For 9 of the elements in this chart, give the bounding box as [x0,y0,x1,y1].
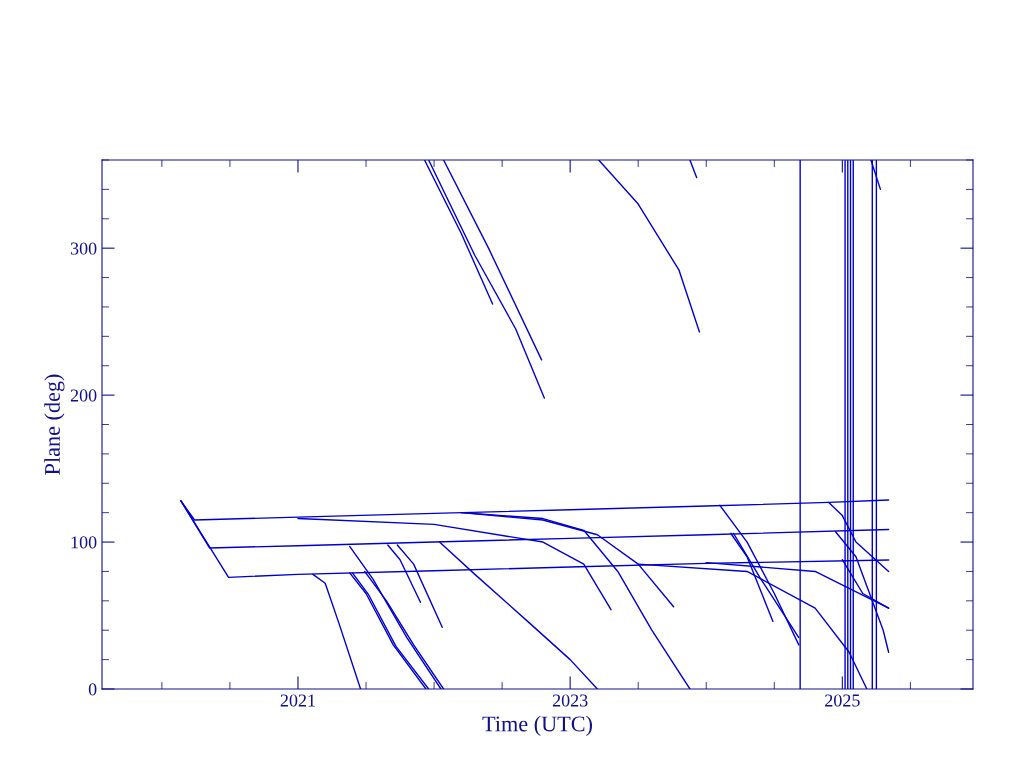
x-tick-label: 2023 [552,694,588,707]
y-tick-label: 100 [71,536,97,549]
y-axis-title: Plane (deg) [44,374,65,475]
y-tick-label: 300 [70,242,97,255]
x-axis-title: Time (UTC) [482,715,592,736]
x-tick-label: 2021 [280,694,315,707]
y-tick-label: 200 [70,389,97,402]
x-tick-label: 2025 [825,694,860,707]
y-tick-label: 0 [88,683,97,696]
